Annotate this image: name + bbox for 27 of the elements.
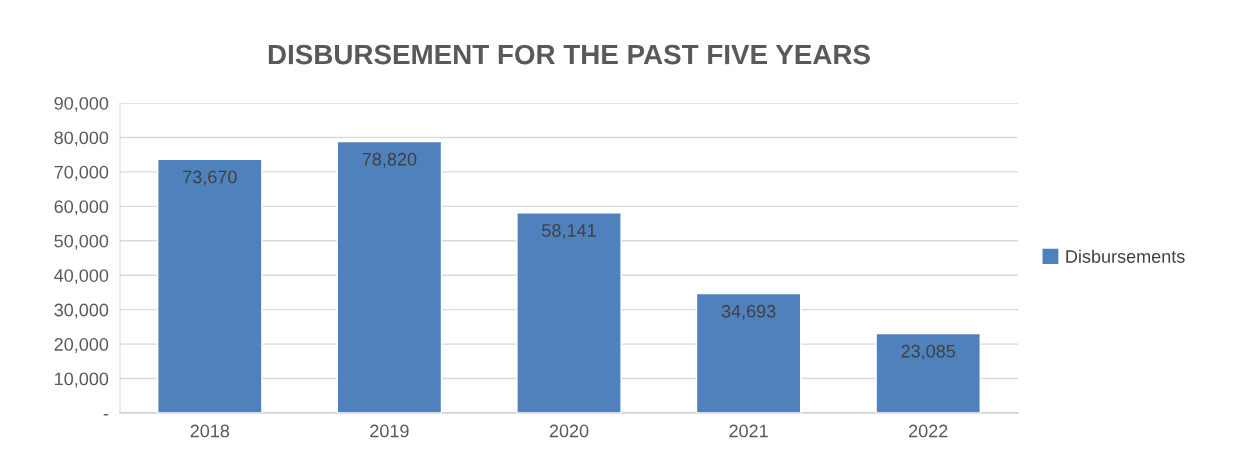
bar	[875, 332, 981, 413]
text: 58,141	[542, 224, 596, 239]
y-tick-label: 90,000	[54, 96, 109, 112]
y-tick-label: -	[103, 414, 109, 416]
text: 78,820	[362, 152, 417, 168]
y-tick-label: 40,000	[54, 269, 109, 285]
text: 23,085	[901, 344, 956, 360]
x-tick-label: 2018	[190, 424, 230, 438]
text: 73,670	[183, 170, 237, 186]
y-tick-label: 70,000	[54, 165, 109, 181]
bar	[336, 140, 443, 413]
x-tick-label: 2020	[549, 424, 589, 438]
y-tick-label: 10,000	[55, 372, 109, 388]
y-tick-label: 60,000	[54, 200, 109, 216]
bar	[516, 212, 622, 413]
y-tick-label: 30,000	[54, 303, 109, 319]
bar	[695, 292, 802, 413]
x-tick-label: 2019	[370, 424, 409, 438]
text: 34,693	[721, 304, 776, 320]
y-tick-label: 20,000	[54, 338, 109, 353]
x-tick-label: 2022	[909, 424, 948, 438]
y-tick-label: 50,000	[54, 234, 109, 250]
chart-title: DISBURSEMENT FOR THE PAST FIVE YEARS	[268, 44, 870, 65]
legend-label: Disbursements	[1066, 249, 1185, 263]
x-tick-label: 2021	[729, 424, 768, 438]
y-tick-label: 80,000	[54, 131, 109, 147]
bar	[157, 158, 263, 413]
